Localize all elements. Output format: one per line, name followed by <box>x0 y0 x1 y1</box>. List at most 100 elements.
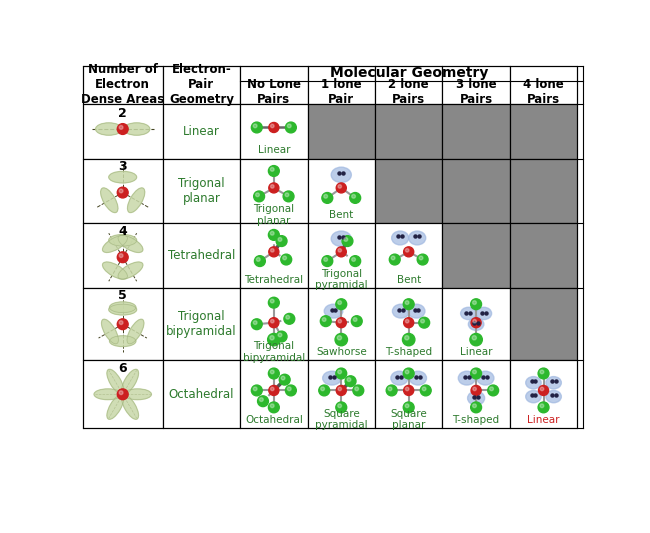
Bar <box>510 360 577 428</box>
Circle shape <box>117 252 128 263</box>
Circle shape <box>488 385 499 396</box>
Circle shape <box>402 334 415 346</box>
Text: 4: 4 <box>118 224 127 238</box>
Circle shape <box>404 385 414 395</box>
Bar <box>510 159 577 223</box>
Text: Bent: Bent <box>396 274 421 285</box>
Bar <box>375 360 443 428</box>
Circle shape <box>276 331 287 342</box>
Circle shape <box>471 299 482 310</box>
Circle shape <box>403 402 414 413</box>
Ellipse shape <box>118 262 143 279</box>
Circle shape <box>489 387 493 391</box>
Ellipse shape <box>408 304 425 318</box>
Ellipse shape <box>322 371 341 385</box>
Circle shape <box>320 387 324 391</box>
Text: 3: 3 <box>118 160 127 173</box>
Circle shape <box>472 336 476 340</box>
Circle shape <box>254 191 265 202</box>
Circle shape <box>540 404 544 408</box>
Ellipse shape <box>393 304 410 318</box>
Circle shape <box>473 387 476 391</box>
Ellipse shape <box>118 236 143 253</box>
Circle shape <box>342 236 353 246</box>
Circle shape <box>386 385 397 396</box>
Circle shape <box>269 318 279 328</box>
Circle shape <box>404 318 414 328</box>
Text: 3 lone
Pairs: 3 lone Pairs <box>456 78 497 107</box>
Circle shape <box>471 318 481 328</box>
Text: Octahedral: Octahedral <box>245 415 303 425</box>
Text: Linear: Linear <box>460 347 492 357</box>
Ellipse shape <box>124 389 151 400</box>
Circle shape <box>285 193 289 197</box>
Ellipse shape <box>94 389 122 400</box>
Circle shape <box>336 183 346 193</box>
Circle shape <box>117 389 128 400</box>
Circle shape <box>404 247 414 257</box>
Circle shape <box>540 387 544 391</box>
Ellipse shape <box>477 371 494 385</box>
Circle shape <box>419 256 423 260</box>
Text: Trigonal
planar: Trigonal planar <box>254 204 294 225</box>
Ellipse shape <box>546 377 562 389</box>
Circle shape <box>473 404 476 408</box>
Circle shape <box>270 184 274 188</box>
Circle shape <box>281 254 292 265</box>
Text: Octahedral: Octahedral <box>168 388 234 401</box>
Circle shape <box>471 385 481 395</box>
Bar <box>510 223 577 288</box>
Ellipse shape <box>109 172 136 183</box>
Circle shape <box>119 254 123 257</box>
Bar <box>83 360 162 428</box>
Bar <box>375 288 443 360</box>
Bar <box>240 159 307 223</box>
Bar <box>307 288 375 360</box>
Bar <box>443 288 510 360</box>
Ellipse shape <box>324 304 343 318</box>
Ellipse shape <box>391 371 408 385</box>
Circle shape <box>287 124 291 128</box>
Circle shape <box>252 385 262 396</box>
Bar <box>240 360 307 428</box>
Bar <box>510 288 577 360</box>
Circle shape <box>117 124 128 134</box>
Circle shape <box>345 376 356 386</box>
Ellipse shape <box>526 391 541 403</box>
Bar <box>443 360 510 428</box>
Text: Trigonal
bipyramidal: Trigonal bipyramidal <box>242 341 305 363</box>
Bar <box>83 223 162 288</box>
Circle shape <box>338 301 341 304</box>
Ellipse shape <box>103 262 127 279</box>
Circle shape <box>268 334 280 346</box>
Text: Square
planar: Square planar <box>390 409 427 431</box>
Circle shape <box>473 319 476 323</box>
Bar <box>307 159 375 223</box>
Ellipse shape <box>107 394 124 419</box>
Circle shape <box>338 319 341 323</box>
Circle shape <box>406 387 409 391</box>
Circle shape <box>406 319 409 323</box>
Ellipse shape <box>109 304 136 315</box>
Circle shape <box>470 334 482 346</box>
Circle shape <box>254 321 257 325</box>
Circle shape <box>270 319 274 323</box>
Bar <box>83 66 162 104</box>
Ellipse shape <box>461 308 476 320</box>
Bar <box>443 223 510 288</box>
Text: Trigonal
planar: Trigonal planar <box>178 177 225 205</box>
Circle shape <box>403 368 414 379</box>
Text: 2: 2 <box>118 107 127 120</box>
Circle shape <box>280 374 290 385</box>
Ellipse shape <box>332 231 352 246</box>
Circle shape <box>322 192 333 203</box>
Circle shape <box>403 299 414 310</box>
Ellipse shape <box>110 336 136 346</box>
Circle shape <box>406 248 409 252</box>
Bar <box>240 104 307 159</box>
Text: Linear: Linear <box>527 415 560 425</box>
Circle shape <box>270 299 274 303</box>
Circle shape <box>338 387 341 391</box>
Text: Linear: Linear <box>257 145 290 155</box>
Circle shape <box>268 402 280 413</box>
